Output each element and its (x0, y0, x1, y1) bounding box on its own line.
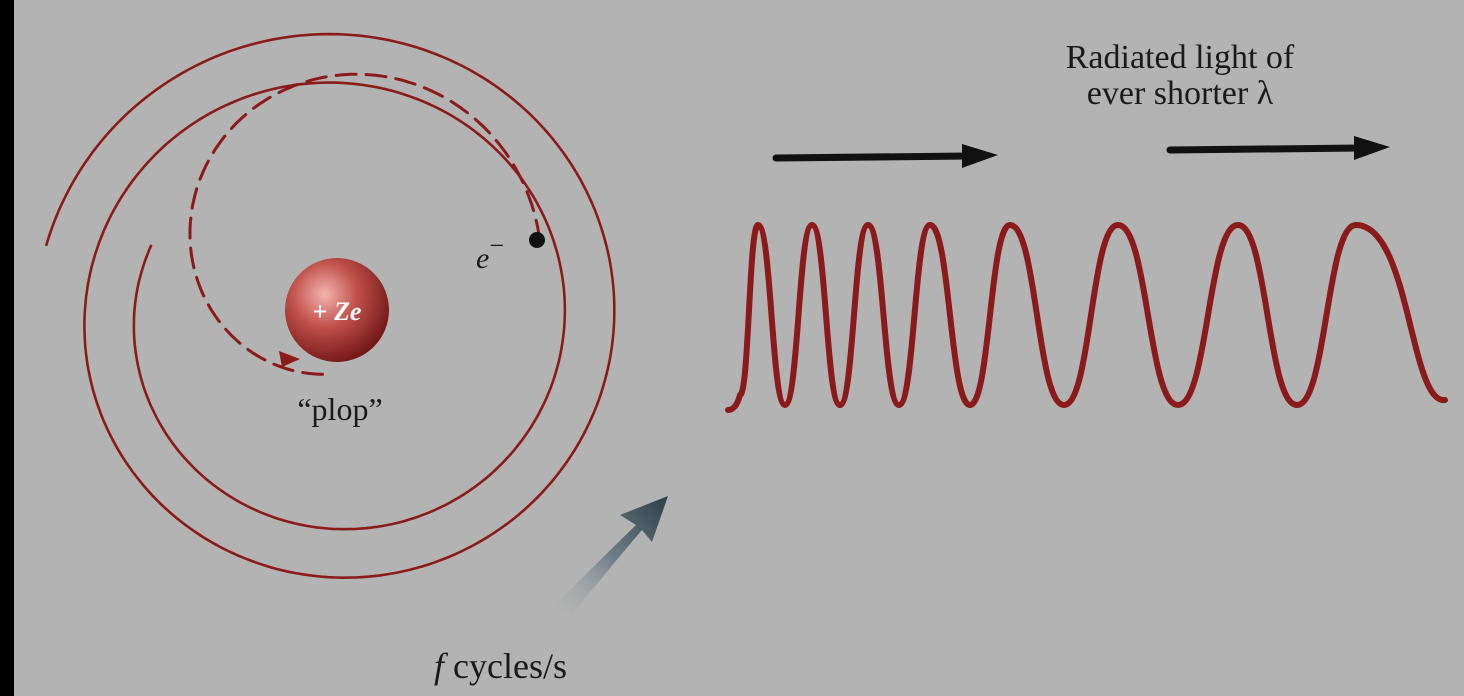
electron: e− (476, 231, 545, 275)
electron-label: e− (476, 231, 504, 275)
frequency-unit: cycles/s (444, 646, 567, 686)
plop-label: “plop” (297, 391, 382, 427)
dashed-arrowhead (279, 351, 300, 367)
electron-dot (529, 232, 545, 248)
figure-panel (14, 0, 1464, 696)
rotation-arrow (555, 496, 668, 615)
nucleus-label: + Ze (313, 297, 362, 326)
electron-symbol: e (476, 242, 489, 275)
radiated-light-title-line1: Radiated light of (1066, 39, 1295, 76)
nucleus-symbol: Ze (333, 297, 361, 326)
frequency-label: f cycles/s (434, 646, 567, 686)
radiated-light-title-line2: ever shorter λ (1087, 75, 1274, 112)
electron-charge: − (489, 231, 504, 260)
direction-arrow-left (772, 144, 998, 168)
nucleus-sign: + (313, 297, 334, 326)
radiated-wave (725, 222, 1448, 413)
direction-arrow-right (1166, 136, 1390, 160)
spiral-orbit-path (45, 32, 616, 580)
nucleus: + Ze (285, 258, 389, 362)
dashed-final-trajectory (188, 72, 542, 376)
